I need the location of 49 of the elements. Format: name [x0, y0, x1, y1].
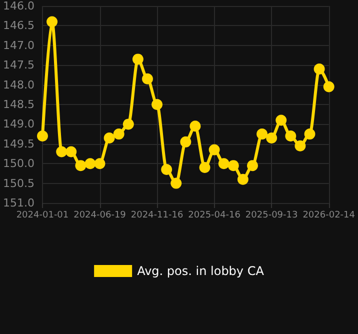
point: [218, 158, 230, 170]
x-tick-label: 2025-09-13: [245, 210, 298, 220]
legend-label: Avg. pos. in lobby CA: [137, 264, 265, 278]
point: [294, 140, 306, 152]
point: [104, 132, 115, 144]
point: [247, 160, 258, 172]
y-tick-label: 147.5: [2, 58, 34, 72]
point: [132, 54, 144, 65]
point: [190, 120, 201, 132]
point: [170, 178, 182, 189]
point: [75, 160, 86, 172]
y-tick-label: 149.5: [2, 137, 34, 150]
point: [199, 162, 210, 174]
point: [94, 158, 106, 170]
x-tick-label: 2026-02-14: [302, 210, 356, 220]
x-tick-label: 2024-11-16: [130, 210, 184, 220]
y-tick-label: 150.0: [2, 157, 34, 170]
y-tick-label: 151.0: [2, 196, 34, 210]
point: [56, 146, 68, 158]
point: [161, 164, 172, 176]
x-tick-label: 2024-01-01: [16, 210, 69, 220]
point: [113, 128, 124, 140]
point: [228, 160, 239, 172]
y-tick-label: 146.0: [2, 0, 34, 12]
y-tick-label: 147.0: [2, 38, 34, 52]
point: [256, 128, 268, 140]
x-tick-label: 2024-06-19: [74, 210, 126, 220]
point: [314, 64, 325, 75]
point: [37, 130, 48, 142]
point: [304, 128, 316, 140]
point: [208, 144, 220, 156]
point: [122, 118, 134, 130]
y-tick-label: 150.5: [2, 176, 34, 190]
point: [323, 81, 334, 92]
point: [66, 146, 77, 158]
point: [142, 73, 153, 84]
point: [237, 174, 248, 185]
y-tick-label: 148.5: [2, 98, 34, 111]
point: [276, 114, 287, 126]
point: [266, 132, 278, 144]
point: [180, 136, 192, 148]
y-tick-label: 146.5: [2, 19, 34, 32]
point: [285, 130, 296, 142]
y-tick-label: 149.0: [2, 118, 34, 131]
point: [84, 158, 96, 170]
point: [46, 16, 58, 28]
point: [152, 99, 163, 110]
y-tick-label: 148.0: [2, 78, 34, 92]
x-tick-label: 2025-04-16: [188, 210, 241, 220]
